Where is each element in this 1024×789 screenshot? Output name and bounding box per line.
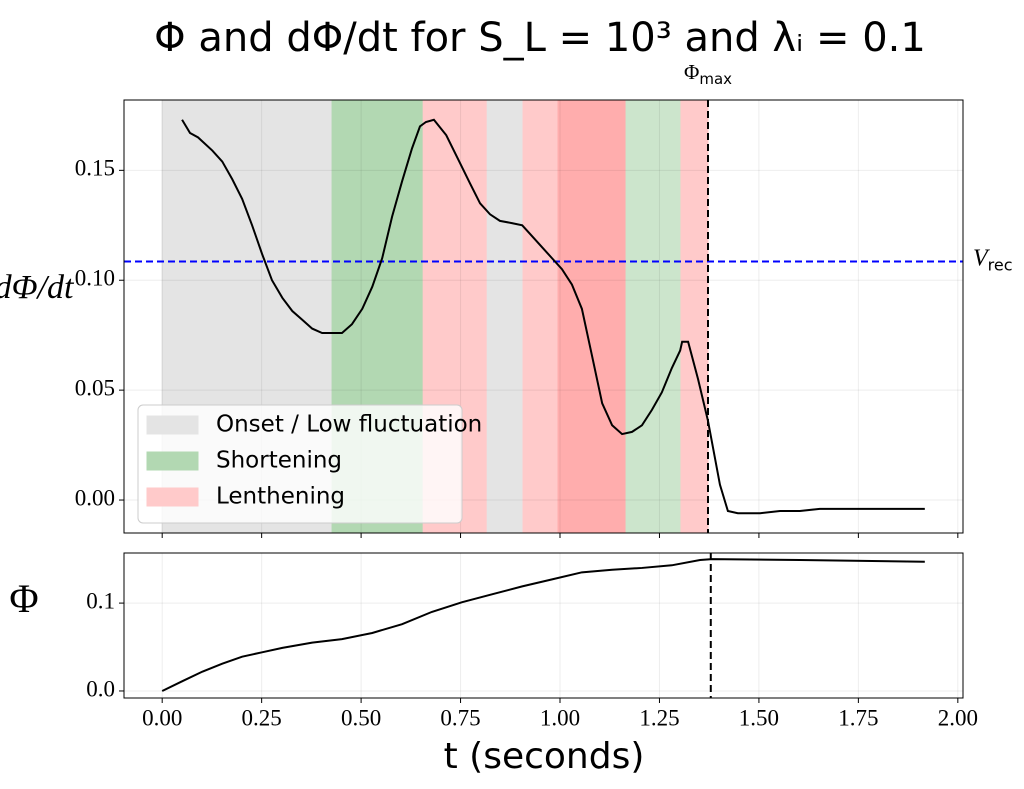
shaded-span [522, 99, 559, 534]
x-tick-label: 0.00 [142, 705, 182, 730]
data-line [161, 558, 925, 692]
y-tick-label: 0.05 [75, 375, 115, 400]
legend-swatch [146, 451, 199, 471]
legend-label: Onset / Low fluctuation [216, 412, 482, 438]
y-axis-label: dΦ/dt [0, 269, 75, 306]
shaded-span [680, 99, 709, 534]
x-tick-label: 0.75 [440, 705, 480, 730]
legend-box [137, 404, 463, 524]
reference-label-main: V [973, 245, 990, 271]
shaded-span [625, 99, 682, 534]
x-tick-label: 1.25 [639, 705, 679, 730]
shaded-span [557, 99, 627, 534]
reference-label: Φmax [684, 60, 732, 88]
legend-swatch [146, 415, 199, 435]
legend-swatch [146, 487, 199, 507]
y-tick-label: 0.10 [75, 266, 115, 291]
x-tick-label: 1.75 [838, 705, 878, 730]
x-tick-label: 0.25 [242, 705, 282, 730]
y-axis-label: Φ [9, 576, 38, 621]
shaded-span [486, 99, 524, 534]
reference-label-main: Φ [684, 60, 699, 84]
x-tick-label: 1.50 [739, 705, 779, 730]
y-tick-label: 0.15 [75, 156, 115, 181]
reference-label-sub: max [699, 70, 732, 88]
reference-label: Vrec [973, 245, 1013, 274]
legend-label: Shortening [216, 448, 342, 474]
x-tick-label: 1.00 [540, 705, 580, 730]
x-axis-label: t (seconds) [444, 736, 645, 777]
legend-label: Lenthening [216, 484, 345, 510]
y-tick-label: 0.00 [75, 485, 115, 510]
data-line [181, 118, 925, 515]
y-tick-label: 0.1 [86, 588, 115, 613]
x-tick-label: 0.50 [341, 705, 381, 730]
reference-label-sub: rec [988, 255, 1013, 274]
x-tick-label: 2.00 [938, 705, 978, 730]
plot-frame [123, 552, 964, 699]
chart-title: Φ and dΦ/dt for S_L = 10³ and λᵢ = 0.1 [154, 15, 926, 61]
plot-frame [123, 99, 964, 534]
y-tick-label: 0.0 [86, 676, 115, 701]
